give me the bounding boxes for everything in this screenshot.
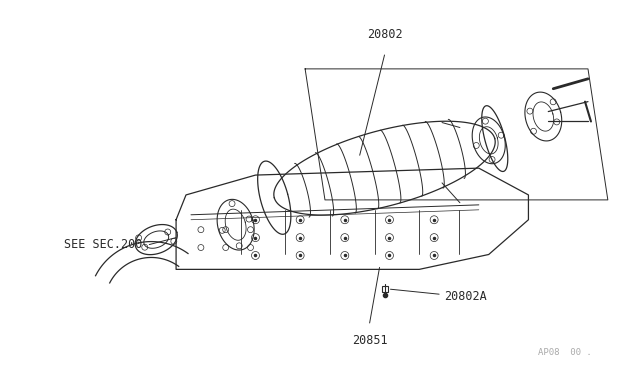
Text: 20851: 20851 <box>352 334 387 347</box>
Text: 20802: 20802 <box>367 28 403 41</box>
Text: AP08  00 .: AP08 00 . <box>538 348 592 357</box>
Text: SEE SEC.200: SEE SEC.200 <box>64 238 142 251</box>
Text: 20802A: 20802A <box>444 290 487 303</box>
